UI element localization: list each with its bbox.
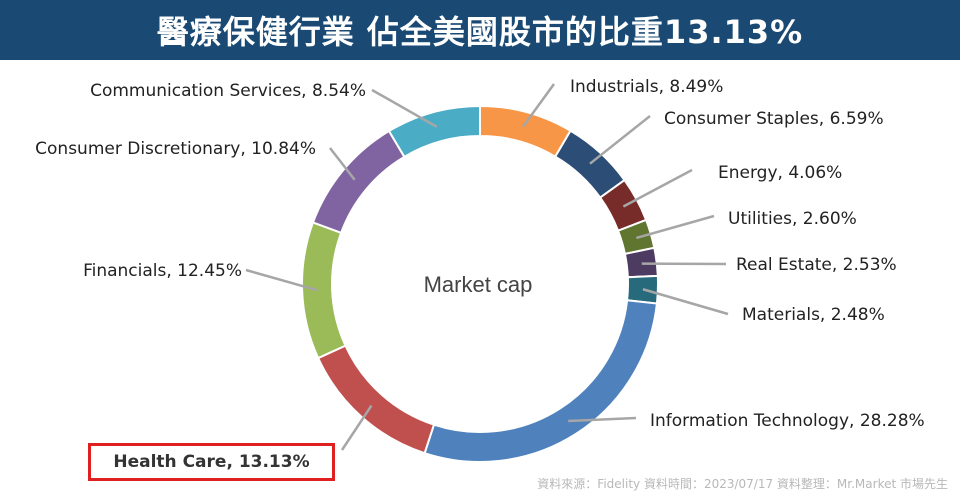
- data-label-materials: Materials, 2.48%: [742, 305, 885, 325]
- data-label-real-estate: Real Estate, 2.53%: [736, 255, 897, 275]
- slice-information-technology: [423, 299, 659, 463]
- data-label-consumer-staples: Consumer Staples, 6.59%: [664, 109, 884, 129]
- leader-line-communication-services: [371, 88, 438, 128]
- leader-line-industrials: [521, 83, 556, 128]
- slice-communication-services: [387, 104, 481, 159]
- slice-health-care: [316, 344, 436, 455]
- highlight-box: Health Care, 13.13%: [88, 443, 335, 481]
- data-label-financials: Financials, 12.45%: [83, 261, 242, 281]
- chart-center-label: Market cap: [424, 272, 533, 297]
- donut-chart: Industrials, 8.49% Consumer Staples, 6.59…: [35, 77, 925, 463]
- source-note: 資料來源：Fidelity 資料時間：2023/07/17 資料整理：Mr.Ma…: [537, 477, 948, 491]
- slice-consumer-discretionary: [311, 129, 406, 235]
- data-label-energy: Energy, 4.06%: [718, 163, 842, 183]
- page-title: 醫療保健行業 佔全美國股市的比重13.13%: [156, 13, 804, 51]
- leader-line-health-care: [340, 404, 373, 451]
- highlight-label: Health Care, 13.13%: [113, 452, 310, 472]
- leader-line-energy: [622, 168, 693, 208]
- data-label-consumer-discretionary: Consumer Discretionary, 10.84%: [35, 139, 316, 159]
- leader-line-information-technology: [568, 416, 637, 423]
- slice-financials: [301, 221, 347, 360]
- leader-line-consumer-discretionary: [329, 147, 356, 181]
- data-label-industrials: Industrials, 8.49%: [570, 77, 723, 97]
- data-label-communication-services: Communication Services, 8.54%: [90, 81, 366, 101]
- leader-line-financials: [245, 268, 318, 292]
- data-label-utilities: Utilities, 2.60%: [728, 209, 857, 229]
- title-bar: 醫療保健行業 佔全美國股市的比重13.13%: [0, 0, 960, 60]
- slice-industrials: [479, 104, 572, 158]
- leader-line-consumer-staples: [589, 115, 651, 165]
- slice-materials: [626, 274, 659, 305]
- leader-line-materials: [642, 288, 729, 316]
- leader-line-utilities: [636, 214, 715, 240]
- data-label-information-technology: Information Technology, 28.28%: [650, 411, 925, 431]
